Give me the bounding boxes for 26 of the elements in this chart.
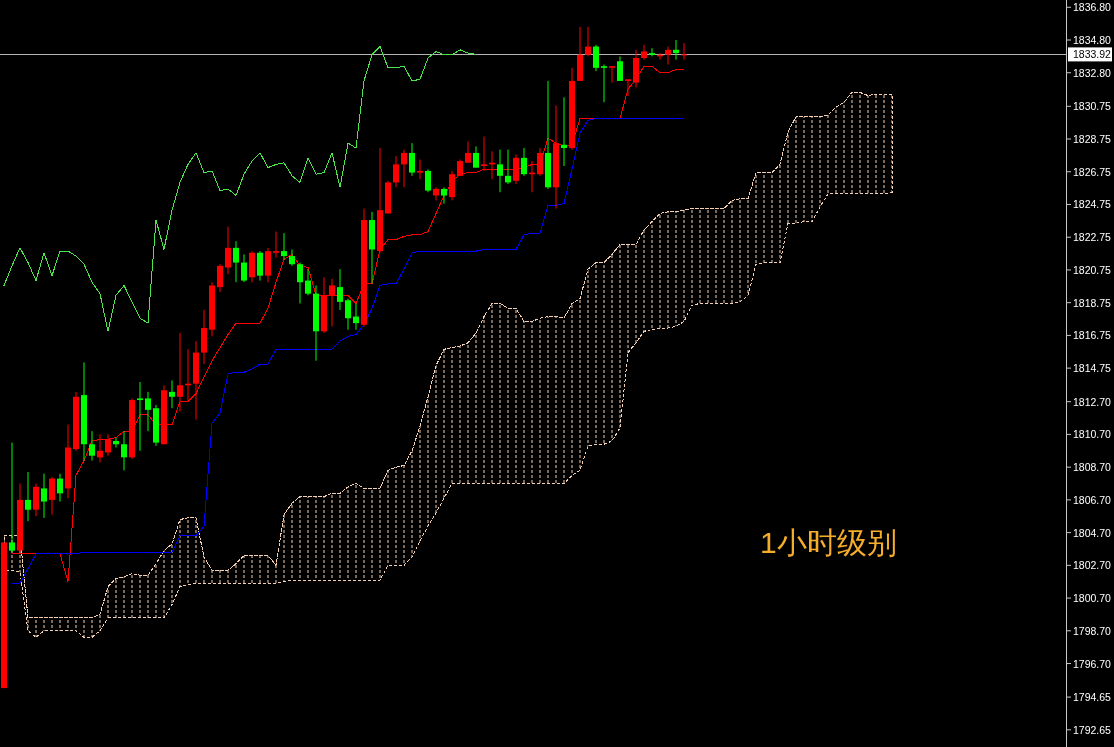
tick-label: 1802.70 bbox=[1073, 559, 1111, 572]
tick-label: 1796.70 bbox=[1073, 657, 1111, 670]
annotation: 1小时级别 bbox=[760, 526, 897, 559]
tick-label: 1832.80 bbox=[1073, 66, 1111, 79]
tick-label: 1794.65 bbox=[1073, 691, 1111, 704]
tick-label: 1798.70 bbox=[1073, 624, 1111, 637]
tick-label: 1818.75 bbox=[1073, 296, 1111, 309]
tick-label: 1836.80 bbox=[1073, 1, 1111, 14]
tick-label: 1834.80 bbox=[1073, 34, 1111, 46]
tick-label: 1828.75 bbox=[1073, 133, 1111, 145]
tick-label: 1824.75 bbox=[1073, 198, 1111, 211]
ref-line-label: 1833.92 bbox=[1073, 48, 1112, 61]
tick-label: 1806.70 bbox=[1073, 493, 1111, 506]
tick-label: 1816.75 bbox=[1073, 329, 1111, 342]
tick-label: 1822.75 bbox=[1073, 231, 1111, 244]
tick-label: 1812.70 bbox=[1073, 395, 1111, 408]
tick-label: 1810.70 bbox=[1073, 428, 1111, 441]
tick-label: 1826.75 bbox=[1073, 165, 1111, 178]
tick-label: 1800.70 bbox=[1073, 592, 1111, 605]
tick-label: 1830.75 bbox=[1073, 100, 1111, 113]
tick-label: 1814.75 bbox=[1073, 362, 1111, 375]
price-label: 1833.92 bbox=[1068, 47, 1112, 62]
tick-label: 1820.75 bbox=[1073, 263, 1111, 276]
tick-label: 1804.70 bbox=[1073, 526, 1111, 539]
tick-label: 1792.65 bbox=[1073, 723, 1111, 736]
tick-label: 1808.70 bbox=[1073, 461, 1111, 474]
